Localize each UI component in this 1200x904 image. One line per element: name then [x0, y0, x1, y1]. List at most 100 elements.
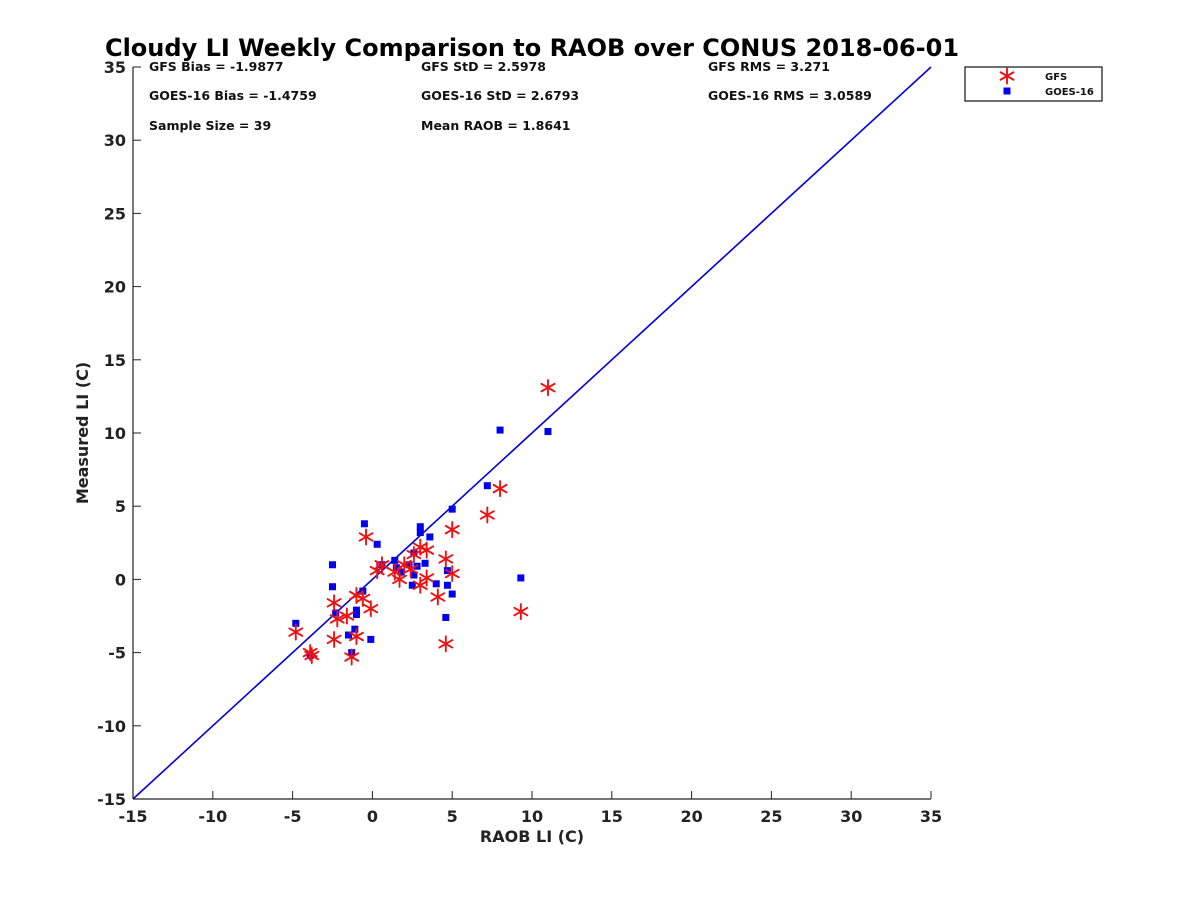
- data-point-goes16: [517, 574, 525, 582]
- stat-annotation: GFS Bias = -1.9877: [149, 59, 283, 74]
- x-axis-label: RAOB LI (C): [480, 827, 584, 846]
- data-point-goes16: [391, 556, 399, 564]
- x-tick-label: 20: [680, 807, 702, 826]
- data-point-goes16: [351, 625, 359, 633]
- y-tick-label: 10: [104, 424, 126, 443]
- data-point-goes16: [443, 581, 451, 589]
- y-tick-label: -5: [108, 644, 126, 663]
- data-point-goes16: [544, 428, 552, 436]
- data-point-goes16: [408, 581, 416, 589]
- x-tick-label: 30: [840, 807, 862, 826]
- y-tick-label: 25: [104, 204, 126, 223]
- data-point-gfs: [348, 628, 364, 645]
- data-point-goes16: [421, 559, 429, 567]
- data-point-gfs: [430, 588, 446, 606]
- stat-annotation: GFS RMS = 3.271: [708, 59, 830, 74]
- data-point-gfs: [302, 644, 318, 662]
- y-axis-label: Measured LI (C): [73, 362, 92, 504]
- data-point-goes16: [432, 580, 440, 588]
- series-goes-16: [292, 426, 552, 660]
- data-point-gfs: [444, 565, 460, 582]
- x-tick-label: -15: [119, 807, 148, 826]
- legend: GFS GOES-16: [964, 66, 1103, 102]
- y-tick-label: 30: [104, 131, 126, 150]
- legend-marker-gfs: [999, 67, 1015, 85]
- data-point-goes16: [397, 568, 405, 576]
- data-point-gfs: [412, 576, 428, 594]
- data-point-gfs: [444, 521, 460, 539]
- data-point-gfs: [348, 587, 364, 604]
- data-point-gfs: [304, 647, 320, 664]
- data-point-goes16: [329, 583, 336, 591]
- data-point-gfs: [406, 546, 422, 563]
- y-tick-label: 20: [104, 278, 126, 297]
- y-tick-label: -10: [97, 717, 126, 736]
- data-point-gfs: [387, 563, 403, 581]
- data-point-goes16: [360, 520, 368, 528]
- data-point-goes16: [367, 635, 375, 643]
- stat-annotation: GOES-16 RMS = 3.0589: [708, 88, 872, 103]
- data-point-goes16: [352, 606, 360, 614]
- x-tick-label: 5: [447, 807, 458, 826]
- data-point-gfs: [288, 623, 304, 641]
- data-point-goes16: [344, 631, 352, 639]
- data-point-gfs: [358, 528, 374, 546]
- y-tick-label: -15: [97, 790, 126, 809]
- data-point-gfs: [363, 600, 379, 618]
- data-point-gfs: [326, 630, 342, 648]
- data-point-gfs: [492, 480, 508, 498]
- series-gfs: [288, 379, 556, 666]
- data-point-gfs: [396, 556, 412, 574]
- y-tick-label: 0: [115, 570, 126, 589]
- data-point-goes16: [332, 609, 340, 617]
- data-point-goes16: [405, 561, 413, 569]
- stat-annotation: Mean RAOB = 1.8641: [421, 118, 570, 133]
- x-tick-label: 15: [601, 807, 623, 826]
- stat-annotation: GOES-16 StD = 2.6793: [421, 88, 579, 103]
- data-point-gfs: [540, 379, 556, 397]
- data-point-goes16: [416, 523, 424, 531]
- data-point-goes16: [442, 613, 450, 621]
- one-to-one-line: [132, 66, 932, 800]
- y-tick-label: 5: [115, 497, 126, 516]
- data-point-goes16: [392, 564, 400, 572]
- data-point-goes16: [426, 533, 434, 541]
- data-point-gfs: [369, 562, 385, 580]
- chart-title: Cloudy LI Weekly Comparison to RAOB over…: [105, 34, 959, 62]
- data-point-gfs: [419, 569, 435, 587]
- stat-annotation: GFS StD = 2.5978: [421, 59, 546, 74]
- data-point-gfs: [326, 594, 342, 612]
- x-tick-label: -5: [284, 807, 302, 826]
- data-point-gfs: [344, 648, 360, 666]
- data-point-goes16: [496, 426, 504, 434]
- data-point-gfs: [412, 538, 428, 556]
- legend-label: GFS: [1045, 72, 1067, 83]
- stat-annotation: Sample Size = 39: [149, 118, 271, 133]
- data-point-gfs: [329, 610, 345, 628]
- data-point-goes16: [373, 540, 381, 548]
- x-tick-label: 0: [367, 807, 378, 826]
- y-tick-label: 35: [104, 58, 126, 77]
- data-point-gfs: [513, 603, 529, 621]
- legend-box: [964, 66, 1103, 102]
- legend-marker-goes16: [1003, 87, 1011, 95]
- data-point-goes16: [410, 571, 418, 579]
- data-point-goes16: [352, 611, 360, 619]
- data-point-gfs: [479, 506, 495, 524]
- data-point-goes16: [448, 590, 456, 598]
- data-point-goes16: [483, 482, 491, 490]
- x-tick-label: -10: [198, 807, 227, 826]
- data-point-goes16: [416, 529, 424, 537]
- data-point-goes16: [292, 619, 300, 627]
- data-point-gfs: [438, 635, 454, 653]
- legend-label: GOES-16: [1045, 87, 1094, 98]
- data-point-goes16: [329, 561, 336, 569]
- stat-annotation: GOES-16 Bias = -1.4759: [149, 88, 317, 103]
- data-point-gfs: [339, 607, 355, 625]
- x-tick-label: 35: [920, 807, 942, 826]
- x-tick-label: 10: [521, 807, 543, 826]
- plot-area: -15 -10 -5 0 5 10 15 20 25 30 35 -15 -10 -5 0 5 10 15 20 25…: [97, 58, 1103, 826]
- x-tick-label: 25: [760, 807, 782, 826]
